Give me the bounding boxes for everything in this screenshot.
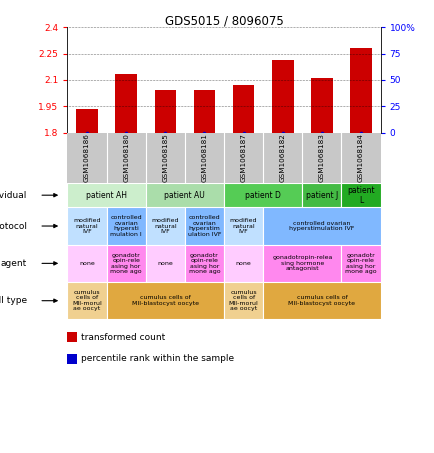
Point [83, 129, 90, 136]
Point [122, 129, 129, 136]
Text: agent: agent [0, 259, 26, 268]
Bar [184, 207, 224, 245]
Bar [232, 85, 254, 133]
Text: patient J: patient J [305, 191, 337, 200]
Text: percentile rank within the sample: percentile rank within the sample [81, 354, 234, 363]
Point [279, 129, 286, 136]
Text: modified
natural
IVF: modified natural IVF [73, 218, 101, 234]
Bar [310, 78, 332, 133]
Bar [106, 282, 224, 319]
Text: gonadotr
opin-rele
asing hor
mone ago: gonadotr opin-rele asing hor mone ago [345, 253, 376, 274]
Bar [184, 245, 224, 282]
Point [318, 129, 325, 136]
Bar [76, 109, 98, 133]
Bar [67, 207, 106, 245]
Text: individual: individual [0, 191, 26, 200]
Bar [349, 48, 371, 133]
Text: none: none [79, 261, 95, 266]
Text: protocol: protocol [0, 222, 26, 231]
Text: GSM1068187: GSM1068187 [240, 134, 246, 182]
Bar [154, 91, 176, 133]
Bar [193, 91, 215, 133]
Bar [106, 207, 145, 245]
Text: gonadotr
opin-rele
asing hor
mone ago: gonadotr opin-rele asing hor mone ago [188, 253, 220, 274]
Text: gonadotropin-relea
sing hormone
antagonist: gonadotropin-relea sing hormone antagoni… [272, 255, 332, 271]
Bar [224, 207, 263, 245]
Text: modified
natural
IVF: modified natural IVF [151, 218, 179, 234]
Text: patient AU: patient AU [164, 191, 205, 200]
Text: cumulus cells of
MII-blastocyst oocyte: cumulus cells of MII-blastocyst oocyte [132, 295, 198, 306]
Bar [302, 183, 341, 207]
Text: none: none [157, 261, 173, 266]
Bar [106, 245, 145, 282]
Bar [67, 282, 106, 319]
Text: gonadotr
opin-rele
asing hor
mone ago: gonadotr opin-rele asing hor mone ago [110, 253, 141, 274]
Text: modified
natural
IVF: modified natural IVF [229, 218, 257, 234]
Text: GSM1068180: GSM1068180 [123, 134, 129, 182]
Text: controlled ovarian
hyperstimulation IVF: controlled ovarian hyperstimulation IVF [289, 221, 354, 231]
Point [240, 129, 247, 136]
Text: GSM1068186: GSM1068186 [84, 134, 90, 182]
Text: GSM1068181: GSM1068181 [201, 134, 207, 182]
Point [201, 129, 207, 136]
Text: patient AH: patient AH [86, 191, 127, 200]
Text: cumulus
cells of
MII-morul
ae oocyt: cumulus cells of MII-morul ae oocyt [72, 290, 102, 311]
Bar [145, 183, 224, 207]
Text: cumulus cells of
MII-blastocyst oocyte: cumulus cells of MII-blastocyst oocyte [288, 295, 355, 306]
Text: controlled
ovarian
hyperstim
ulation IVF: controlled ovarian hyperstim ulation IVF [187, 216, 221, 236]
Text: patient D: patient D [245, 191, 280, 200]
Bar [263, 245, 341, 282]
Bar [224, 183, 302, 207]
Bar [67, 183, 145, 207]
Point [161, 129, 168, 136]
Bar [341, 183, 380, 207]
Text: cell type: cell type [0, 296, 26, 305]
Text: none: none [235, 261, 251, 266]
Bar [224, 245, 263, 282]
Text: transformed count: transformed count [81, 333, 165, 342]
Bar [271, 60, 293, 133]
Bar [67, 245, 106, 282]
Text: controlled
ovarian
hypersti
mulation I: controlled ovarian hypersti mulation I [110, 216, 141, 236]
Text: cumulus
cells of
MII-morul
ae oocyt: cumulus cells of MII-morul ae oocyt [228, 290, 258, 311]
Text: patient
L: patient L [346, 186, 374, 205]
Bar [263, 282, 380, 319]
Bar [145, 207, 184, 245]
Bar [115, 74, 137, 133]
Point [357, 129, 364, 136]
Bar [224, 282, 263, 319]
Text: GSM1068184: GSM1068184 [357, 134, 363, 182]
Bar [145, 245, 184, 282]
Text: GSM1068185: GSM1068185 [162, 134, 168, 182]
Title: GDS5015 / 8096075: GDS5015 / 8096075 [164, 14, 283, 27]
Bar [341, 245, 380, 282]
Bar [263, 207, 380, 245]
Text: GSM1068182: GSM1068182 [279, 134, 285, 182]
Text: GSM1068183: GSM1068183 [318, 134, 324, 182]
